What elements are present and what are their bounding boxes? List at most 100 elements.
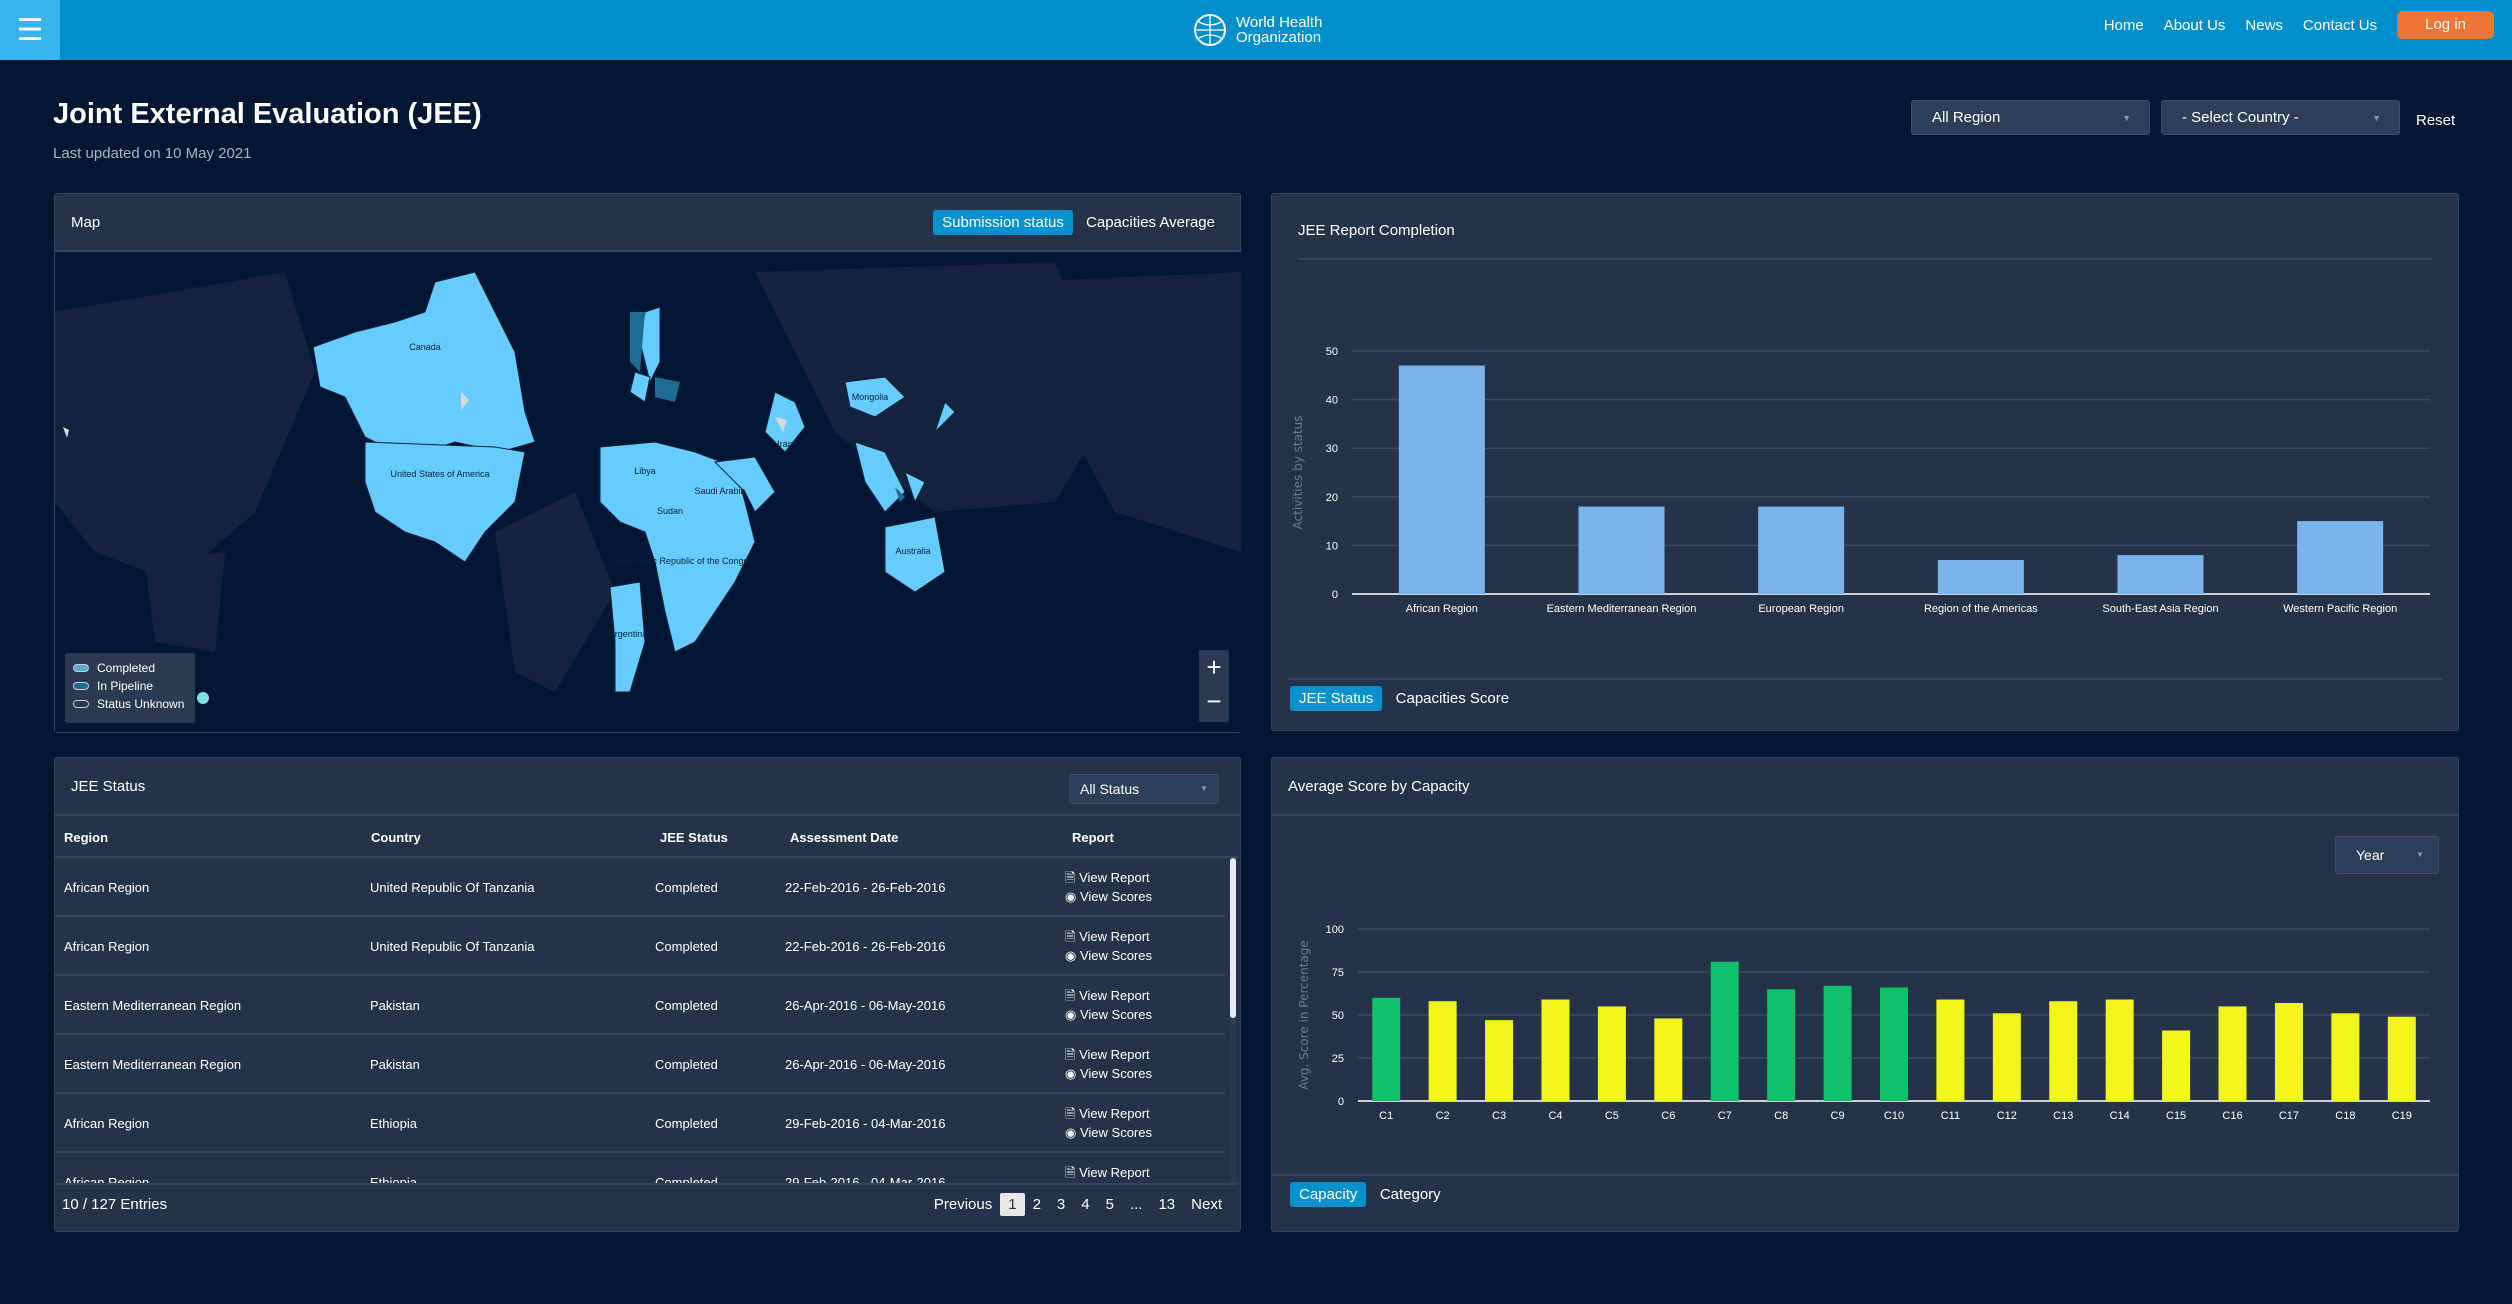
column-header-region[interactable]: Region [64,830,109,845]
status-filter-select[interactable]: All Status ▼ [1069,774,1219,804]
reset-button[interactable]: Reset [2416,112,2456,129]
view-report-label: View Report [1079,1106,1150,1121]
zoom-in-icon[interactable]: + [1206,652,1222,682]
cell-status: Completed [655,1116,718,1131]
table-row: African Region United Republic Of Tanzani… [55,858,1225,917]
pager-page-2[interactable]: 2 [1032,1196,1041,1213]
in-pipeline-countries [630,312,905,502]
view-scores-label: View Scores [1079,948,1152,963]
cell-date: 29-Feb-2016 - 04-Mar-2016 [785,1175,946,1184]
y-tick-label: 75 [1332,967,1344,979]
cell-region: African Region [64,1116,150,1131]
bar [1428,1001,1457,1101]
x-tick-label: C5 [1605,1110,1619,1122]
cell-status: Completed [655,880,718,895]
status-table-body: African Region United Republic Of Tanzani… [55,858,1225,1184]
who-logo[interactable]: World Health Organization [1190,10,1322,50]
map-label: United States of America [390,469,489,479]
caret-down-icon: ▼ [1200,784,1208,793]
view-scores-link[interactable]: ◉ View Scores [1065,887,1152,906]
pager-page-1[interactable]: 1 [1000,1193,1025,1216]
panel-title: Map [71,214,101,231]
bar [2105,999,2134,1101]
view-scores-link[interactable]: ◉ View Scores [1065,1064,1152,1083]
tab-capacity[interactable]: Capacity [1290,1182,1367,1207]
view-report-link[interactable]: 🗎 View Report [1065,1104,1152,1123]
tab-jee-status[interactable]: JEE Status [1290,686,1383,711]
tab-category[interactable]: Category [1379,1186,1441,1203]
view-report-link[interactable]: 🗎 View Report [1065,1045,1152,1064]
bar [2049,1001,2078,1101]
cell-date: 22-Feb-2016 - 26-Feb-2016 [785,939,946,954]
x-tick-label: C7 [1718,1110,1732,1122]
view-report-link[interactable]: 🗎 View Report [1065,927,1152,946]
view-scores-link[interactable]: ◉ View Scores [1065,946,1152,965]
globe-emblem-icon [1194,14,1226,46]
login-button[interactable]: Log in [2397,11,2494,39]
x-tick-label: C16 [2222,1110,2242,1122]
pager-next[interactable]: Next [1191,1196,1222,1213]
x-tick-label: C12 [1997,1110,2017,1122]
column-header-date[interactable]: Assessment Date [790,830,899,845]
bar [1654,1018,1683,1101]
map-zoom-controls: + − [1199,650,1229,722]
nav-home[interactable]: Home [2103,16,2144,34]
eye-icon: ◉ [1065,1125,1077,1140]
view-report-link[interactable]: 🗎 View Report [1065,1163,1152,1182]
region-select-value: All Region [1932,109,2001,126]
x-tick-label: European Region [1758,603,1844,615]
x-tick-label: C17 [2279,1110,2299,1122]
cell-status: Completed [655,1175,718,1184]
cell-country: Pakistan [370,1057,420,1072]
hamburger-menu-icon[interactable]: ☰ [0,0,60,60]
view-scores-link[interactable]: ◉ View Scores [1065,1005,1152,1024]
scrollbar-thumb[interactable] [1230,858,1236,1018]
y-tick-label: 100 [1326,924,1344,936]
column-header-status[interactable]: JEE Status [660,830,728,845]
eye-icon: ◉ [1065,1066,1077,1081]
view-report-link[interactable]: 🗎 View Report [1065,868,1152,887]
cell-region: African Region [64,939,150,954]
y-axis-label: Activities by status [1291,416,1305,530]
year-select[interactable]: Year ▼ [2335,836,2439,874]
bar [1372,997,1401,1101]
world-map[interactable]: Canada United States of America Libya Su… [55,252,1241,732]
column-header-country[interactable]: Country [371,830,421,845]
pager-page-5[interactable]: 5 [1105,1196,1114,1213]
tab-capacities-average[interactable]: Capacities Average [1086,214,1215,231]
pager-page-4[interactable]: 4 [1081,1196,1090,1213]
y-tick-label: 25 [1332,1053,1344,1065]
pager-previous[interactable]: Previous [933,1196,993,1213]
pagination: Previous 1 2 3 4 5 ... 13 Next [926,1193,1230,1216]
bar [1823,985,1852,1101]
pager-page-13[interactable]: 13 [1158,1196,1176,1213]
bar [1710,961,1739,1101]
nav-about[interactable]: About Us [2163,16,2226,34]
map-label: Iran [777,439,793,449]
table-scrollbar[interactable] [1230,858,1236,1184]
pdf-file-icon: 🗎 [1065,1165,1076,1180]
nav-contact[interactable]: Contact Us [2302,16,2378,34]
pdf-file-icon: 🗎 [1065,870,1076,885]
bar [2274,1002,2303,1101]
country-select-value: - Select Country - [2182,109,2299,126]
map-label: Australia [895,546,930,556]
legend-toggle-icon[interactable] [197,692,209,704]
x-tick-label: C10 [1884,1110,1904,1122]
region-select[interactable]: All Region ▼ [1911,100,2150,135]
panel-title: JEE Report Completion [1298,222,1455,239]
tab-submission-status[interactable]: Submission status [933,210,1073,235]
cell-country: Ethiopia [370,1175,417,1184]
x-tick-label: Region of the Americas [1924,603,2038,615]
pdf-file-icon: 🗎 [1065,929,1076,944]
view-scores-link[interactable]: ◉ View Scores [1065,1123,1152,1142]
view-report-label: View Report [1079,870,1150,885]
y-tick-label: 40 [1326,395,1338,407]
pager-page-3[interactable]: 3 [1056,1196,1066,1213]
cell-date: 26-Apr-2016 - 06-May-2016 [785,1057,946,1072]
zoom-out-icon[interactable]: − [1206,686,1222,716]
country-select[interactable]: - Select Country - ▼ [2161,100,2400,135]
view-report-link[interactable]: 🗎 View Report [1065,986,1152,1005]
nav-news[interactable]: News [2245,16,2283,34]
tab-capacities-score[interactable]: Capacities Score [1395,690,1510,707]
